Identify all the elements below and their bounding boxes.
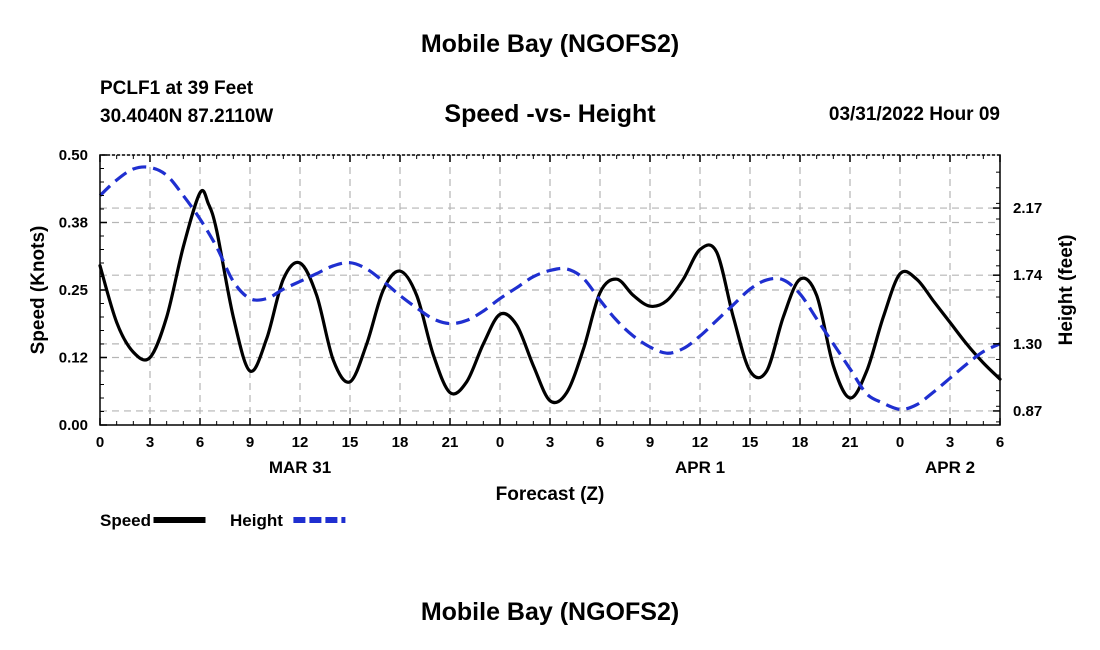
speed-series-line — [98, 188, 1002, 405]
x-tick-label: 12 — [292, 434, 309, 451]
x-tick-label: 6 — [196, 434, 204, 451]
page-title: Mobile Bay (NGOFS2) — [420, 30, 680, 58]
y-tick-label: 0.38 — [59, 215, 88, 232]
height-series-line — [98, 165, 1001, 412]
y-tick-label: 0.12 — [59, 350, 88, 367]
station-name: PCLF1 at 39 Feet — [100, 78, 254, 99]
y-tick-label: 0.00 — [59, 417, 88, 434]
x-tick-label: 3 — [546, 434, 554, 451]
x-tick-label: 15 — [342, 434, 359, 451]
x-tick-label: 9 — [646, 434, 654, 451]
footer-title: Mobile Bay (NGOFS2) — [420, 598, 680, 626]
x-date-label: APR 1 — [675, 458, 725, 477]
x-tick-label: 21 — [442, 434, 459, 451]
y-tick-label: 0.25 — [59, 282, 88, 299]
axes: 0 3 6 9 12 15 18 21 0 3 6 9 12 15 18 21 0 3 6 MAR 31 APR 1 AP… — [28, 147, 1077, 505]
x-tick-label: 18 — [392, 434, 409, 451]
x-axis-title: Forecast (Z) — [496, 484, 605, 505]
x-tick-label: 0 — [896, 434, 904, 451]
x-tick-label: 9 — [246, 434, 254, 451]
chart-subtitle: Speed -vs- Height — [444, 100, 656, 128]
x-tick-label: 6 — [596, 434, 604, 451]
x-tick-label: 0 — [496, 434, 504, 451]
legend-label-speed: Speed — [100, 511, 151, 530]
x-tick-label: 12 — [692, 434, 709, 451]
legend: Speed Height — [100, 511, 346, 530]
grid-lines — [100, 155, 1000, 425]
y2-tick-label: 0.87 — [1013, 403, 1042, 420]
station-coordinates: 30.4040N 87.2110W — [100, 106, 274, 127]
x-tick-label: 15 — [742, 434, 759, 451]
x-tick-label: 0 — [96, 434, 104, 451]
x-tick-label: 21 — [842, 434, 859, 451]
y2-tick-label: 1.74 — [1013, 267, 1043, 284]
legend-label-height: Height — [230, 511, 283, 530]
station-info: PCLF1 at 39 Feet 30.4040N 87.2110W — [100, 75, 273, 131]
x-tick-label: 6 — [996, 434, 1004, 451]
y2-tick-label: 1.30 — [1013, 336, 1042, 353]
x-tick-label: 18 — [792, 434, 809, 451]
y2-axis-title: Height (feet) — [1056, 235, 1077, 346]
series-lines — [98, 165, 1002, 412]
x-tick-label: 3 — [946, 434, 954, 451]
forecast-datetime: 03/31/2022 Hour 09 — [828, 104, 1000, 125]
y-axis-title: Speed (Knots) — [28, 226, 49, 355]
y2-tick-label: 2.17 — [1013, 200, 1042, 217]
x-tick-label: 3 — [146, 434, 154, 451]
x-date-label: MAR 31 — [269, 458, 331, 477]
y-tick-label: 0.50 — [59, 147, 88, 164]
x-date-label: APR 2 — [925, 458, 975, 477]
